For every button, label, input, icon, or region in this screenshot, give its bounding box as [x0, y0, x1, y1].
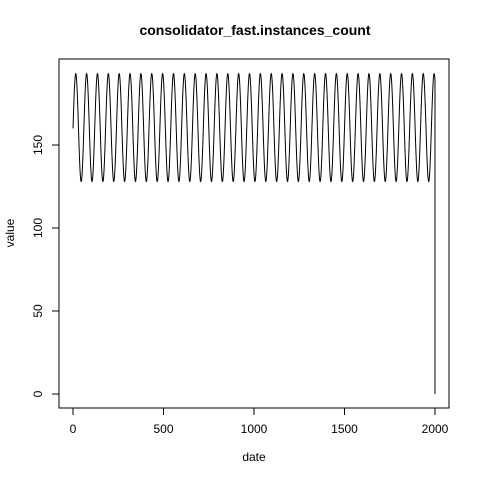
x-tick-label: 0: [70, 422, 77, 436]
y-tick-label: 50: [31, 304, 45, 318]
y-tick-label: 100: [31, 218, 45, 238]
series-line: [72, 72, 436, 394]
y-tick-label: 0: [31, 390, 45, 397]
y-axis-label: value: [3, 218, 17, 247]
x-tick-label: 2000: [422, 422, 449, 436]
chart-title: consolidator_fast.instances_count: [139, 22, 370, 38]
y-axis: 0 50 100 150: [31, 135, 60, 397]
x-axis: 0 500 1000 1500 2000: [70, 407, 449, 436]
x-tick-label: 1500: [331, 422, 358, 436]
x-tick-label: 500: [153, 422, 173, 436]
y-tick-label: 150: [31, 135, 45, 155]
x-tick-label: 1000: [241, 422, 268, 436]
x-axis-label: date: [242, 450, 266, 464]
plot-frame: [58, 58, 450, 409]
